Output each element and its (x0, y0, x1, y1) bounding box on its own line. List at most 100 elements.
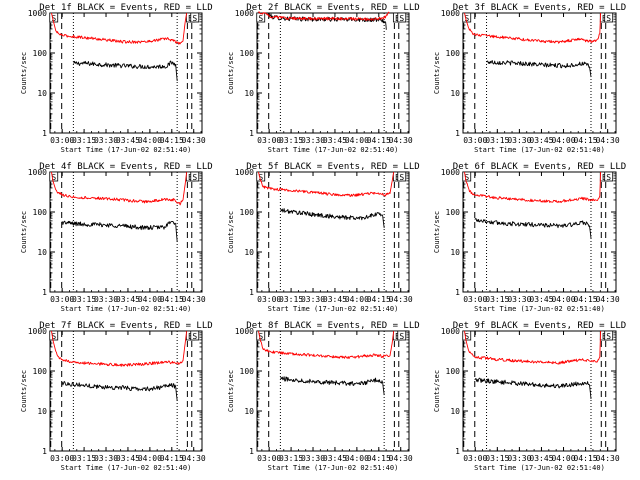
y-tick-label: 100 (446, 367, 461, 376)
x-tick-label: 04:30 (182, 136, 206, 145)
marker-box (462, 330, 472, 341)
marker-box (256, 330, 266, 341)
marker-box (604, 12, 614, 23)
x-tick-label: 04:30 (596, 136, 620, 145)
y-tick-label: 10 (244, 407, 254, 416)
lld-series-line (464, 330, 602, 365)
x-axis-label: Start Time (17-Jun-02 02:51:40) (61, 146, 192, 154)
x-axis-label: Start Time (17-Jun-02 02:51:40) (268, 305, 399, 313)
marker-label: S (464, 173, 469, 182)
x-tick-label: 03:30 (94, 295, 118, 304)
x-tick-label: 04:00 (551, 136, 575, 145)
x-tick-label: 04:00 (551, 295, 575, 304)
marker-box (256, 12, 266, 23)
lld-series-line (464, 171, 602, 204)
marker-box (49, 171, 59, 182)
y-axis-label: Counts/sec (20, 370, 28, 412)
lld-series-line (51, 12, 188, 45)
detector-panel: Det 2f BLACK = Events, RED = LLD 1 10 100 10… (227, 3, 420, 154)
x-axis-label: Start Time (17-Jun-02 02:51:40) (268, 146, 399, 154)
x-tick-label: 04:00 (345, 454, 369, 463)
x-tick-label: 04:15 (574, 295, 598, 304)
marker-label: S (192, 173, 197, 182)
lld-series-line (258, 11, 390, 21)
marker-label: S (606, 332, 611, 341)
x-tick-label: 04:30 (182, 454, 206, 463)
marker-label: S (51, 332, 56, 341)
x-tick-label: 03:45 (323, 136, 347, 145)
marker-box (397, 12, 407, 23)
y-tick-label: 1 (455, 447, 460, 456)
marker-label: S (606, 14, 611, 23)
y-tick-label: 10 (450, 407, 460, 416)
plot-frame (49, 171, 203, 293)
x-tick-label: 03:45 (323, 454, 347, 463)
x-tick-label: 03:15 (485, 454, 509, 463)
detector-panel: Det 3f BLACK = Events, RED = LLD 1 10 100 10… (433, 3, 626, 154)
x-axis-label: Start Time (17-Jun-02 02:51:40) (61, 305, 192, 313)
y-tick-label: 100 (33, 367, 48, 376)
x-tick-label: 04:00 (345, 136, 369, 145)
y-tick-label: 10 (244, 248, 254, 257)
y-tick-label: 10 (37, 89, 47, 98)
x-tick-label: 03:30 (507, 136, 531, 145)
y-tick-label: 100 (240, 367, 255, 376)
detector-panel: Det 6f BLACK = Events, RED = LLD 1 10 100 10… (433, 162, 626, 313)
x-tick-label: 04:15 (160, 136, 184, 145)
events-series-line (61, 381, 178, 401)
y-tick-label: 1000 (28, 168, 47, 177)
marker-label: S (192, 332, 197, 341)
y-axis-label: Counts/sec (433, 52, 441, 94)
x-tick-label: 04:15 (574, 136, 598, 145)
y-axis-label: Counts/sec (227, 52, 235, 94)
lld-series-line (258, 330, 395, 359)
y-tick-label: 1 (249, 447, 254, 456)
panel-title: Det 8f BLACK = Events, RED = LLD (246, 321, 419, 331)
detector-panel: Det 7f BLACK = Events, RED = LLD 1 10 100 10… (20, 321, 213, 472)
panel-title: Det 6f BLACK = Events, RED = LLD (453, 162, 626, 172)
y-tick-label: 1 (42, 129, 47, 138)
y-tick-label: 1 (42, 447, 47, 456)
x-tick-label: 03:00 (463, 295, 487, 304)
x-tick-label: 04:00 (138, 454, 162, 463)
x-tick-label: 03:00 (463, 454, 487, 463)
y-tick-label: 100 (240, 208, 255, 217)
plot-frame (462, 330, 617, 452)
x-tick-label: 04:30 (389, 454, 413, 463)
plot-frame (462, 12, 617, 134)
x-tick-label: 03:00 (50, 295, 74, 304)
y-tick-label: 100 (446, 49, 461, 58)
lld-series-line (51, 171, 188, 206)
panel-title: Det 3f BLACK = Events, RED = LLD (453, 3, 626, 13)
y-tick-label: 1000 (28, 9, 47, 18)
panel-title: Det 9f BLACK = Events, RED = LLD (453, 321, 626, 331)
y-tick-label: 10 (450, 89, 460, 98)
x-axis-label: Start Time (17-Jun-02 02:51:40) (474, 146, 605, 154)
y-tick-label: 10 (450, 248, 460, 257)
x-tick-label: 03:00 (257, 454, 281, 463)
marker-label: S (399, 14, 404, 23)
x-tick-label: 04:30 (389, 295, 413, 304)
marker-label: S (258, 14, 263, 23)
y-tick-label: 10 (37, 248, 47, 257)
events-series-line (267, 12, 387, 30)
events-series-line (61, 220, 178, 242)
marker-box (397, 171, 407, 182)
marker-label: S (258, 332, 263, 341)
x-tick-label: 04:15 (367, 136, 391, 145)
marker-label: S (606, 173, 611, 182)
events-series-line (486, 60, 592, 78)
y-tick-label: 1000 (441, 168, 460, 177)
x-tick-label: 04:00 (138, 136, 162, 145)
x-tick-label: 03:45 (116, 295, 140, 304)
x-tick-label: 03:00 (257, 136, 281, 145)
y-tick-label: 1 (455, 288, 460, 297)
x-tick-label: 04:30 (389, 136, 413, 145)
detector-panel: Det 1f BLACK = Events, RED = LLD 1 10 100 10… (20, 3, 213, 154)
y-axis-label: Counts/sec (433, 370, 441, 412)
lld-series-line (258, 171, 395, 197)
x-tick-label: 04:00 (345, 295, 369, 304)
y-tick-label: 1 (249, 129, 254, 138)
events-series-line (280, 208, 385, 228)
x-tick-label: 03:15 (72, 454, 96, 463)
